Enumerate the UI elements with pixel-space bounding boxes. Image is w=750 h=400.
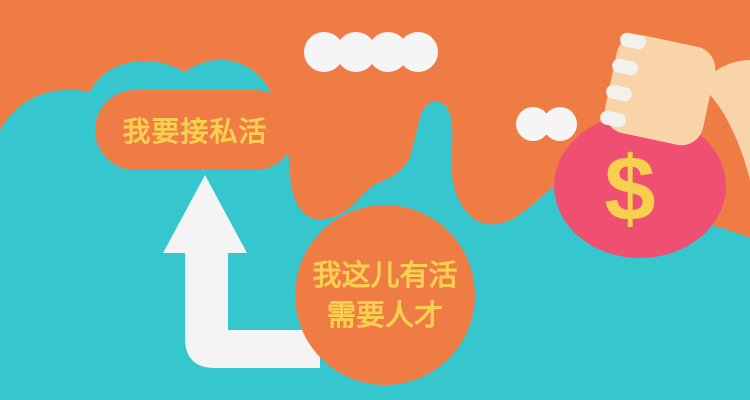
- hand-icon: [600, 32, 750, 180]
- up-arrow-icon: [163, 175, 320, 368]
- money-bag-icon: $: [554, 114, 726, 258]
- cloud-icon: [304, 32, 438, 72]
- bottom-bubble-line-2: 需要人才: [326, 298, 443, 332]
- dollar-sign-icon: $: [604, 138, 655, 240]
- top-speech-bubble: 我要接私活: [95, 90, 295, 170]
- top-bubble-label: 我要接私活: [122, 115, 268, 148]
- cloud-icon: [516, 107, 577, 141]
- bottom-speech-bubble: 我这儿有活 需要人才: [295, 205, 475, 385]
- bottom-bubble-line-1: 我这儿有活: [312, 258, 458, 292]
